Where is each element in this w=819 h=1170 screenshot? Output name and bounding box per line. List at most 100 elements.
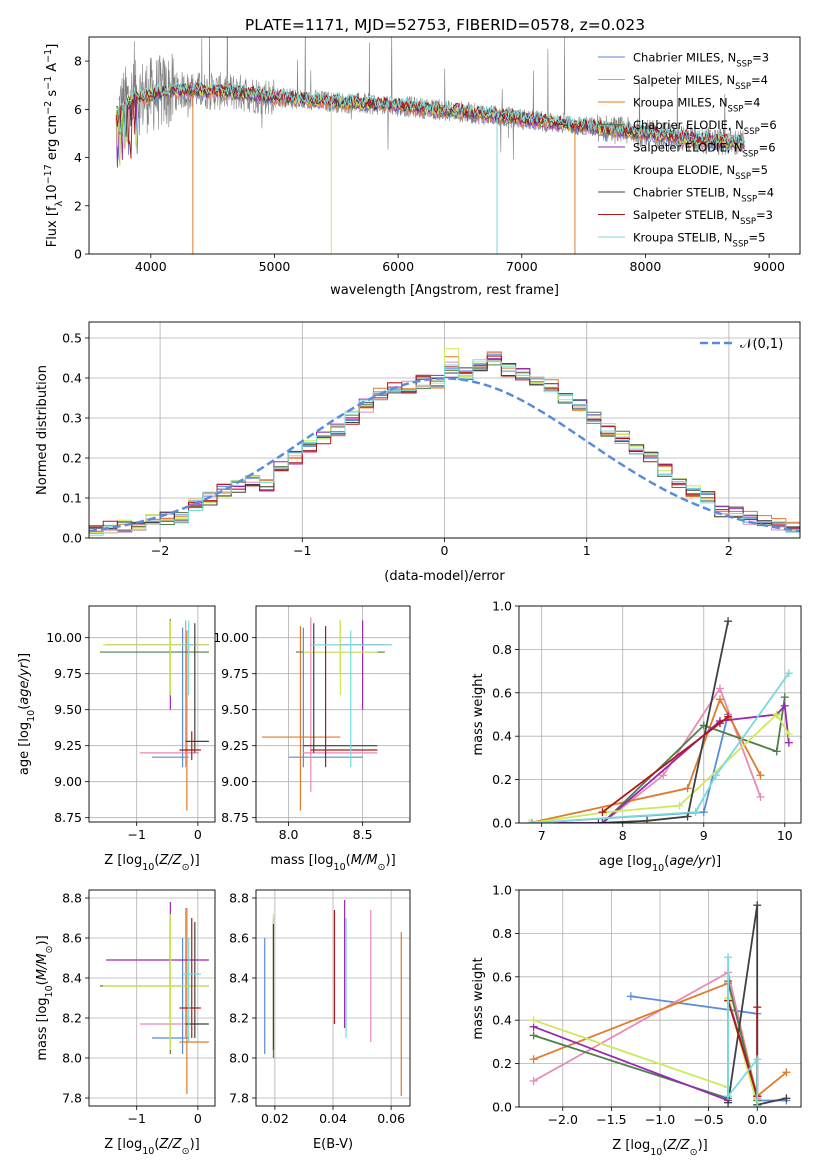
plus-marker: [527, 819, 536, 823]
label-part: λ: [54, 200, 65, 206]
axes-frame: [255, 605, 411, 823]
x-tick-label: 0.02: [261, 1111, 289, 1126]
y-tick-label: 6: [74, 102, 82, 117]
y-tick-label: 9.00: [54, 774, 82, 789]
legend-entry-tail: =4: [751, 73, 768, 87]
x-tick-label: 7000: [506, 259, 538, 274]
label-part: (: [35, 980, 50, 985]
plus-marker: [675, 801, 684, 810]
plus-marker: [780, 693, 789, 702]
label-part: (: [17, 705, 32, 710]
panel-weight_vs_age: 7 8 9 10 0.0 0.2 0.4 0.6 0.8 1.0 mass weight age [l…: [471, 599, 802, 874]
x-tick-label: 0: [441, 543, 449, 558]
label-part: 10: [45, 184, 60, 201]
y-tick-label: 9.50: [54, 702, 82, 717]
label-part: mass [log: [35, 997, 50, 1060]
y-tick-label: 0.3: [62, 411, 82, 426]
y-tick-label: 8.8: [229, 891, 249, 906]
normal-curve: [89, 377, 800, 533]
plot-area: [525, 617, 793, 823]
plus-marker: [772, 747, 781, 756]
label-part: (: [154, 1137, 159, 1152]
plus-marker: [724, 1092, 733, 1101]
label-part: )]: [190, 853, 200, 868]
legend-entry-tail: =5: [751, 163, 768, 177]
label-part: )]: [35, 935, 50, 945]
y-tick-label: 8.8: [62, 891, 82, 906]
legend-entry-sub: SSP: [733, 240, 749, 250]
plus-marker: [724, 617, 733, 626]
y-tick-label: 4: [74, 150, 82, 165]
plus-marker: [724, 712, 733, 721]
plus-marker: [699, 808, 708, 817]
label-part: )]: [17, 653, 32, 663]
label-part: M/M: [351, 853, 378, 868]
label-part: M/M: [35, 953, 50, 980]
plus-marker: [598, 808, 607, 817]
legend-entry-main: Chabrier MILES, N: [633, 51, 736, 65]
x-tick-label: 0: [194, 827, 202, 842]
label-part: −17: [43, 164, 54, 184]
legend-entry-tail: =6: [760, 118, 777, 132]
y-tick-label: 1.0: [492, 599, 512, 614]
label-part: age [log: [599, 854, 652, 869]
plot-area: [261, 617, 393, 811]
x-axis-label: (data-model)/error: [384, 569, 505, 584]
label-part: ]: [45, 44, 60, 49]
gridlines: [89, 890, 215, 1106]
plus-marker: [643, 816, 652, 823]
label-part: Z/Z: [158, 1137, 182, 1152]
plot-area: [100, 902, 209, 1094]
plus-marker: [782, 1094, 791, 1103]
plus-marker: [529, 1016, 538, 1025]
plus-marker: [529, 1055, 538, 1064]
y-tick-label: 8.0: [62, 1051, 82, 1066]
y-tick-label: 8.4: [229, 971, 249, 986]
plot-area: [100, 618, 209, 811]
weight-line-3: [529, 697, 762, 823]
x-axis-label: E(B-V): [313, 1137, 353, 1152]
x-tick-label: 6000: [382, 259, 414, 274]
y-axis-label: Flux [fλ10−17 erg cm−2 s−1 A−1]: [43, 44, 65, 248]
plot-area: [115, 37, 745, 254]
legend-entry: Chabrier ELODIE, NSSP=6: [633, 118, 777, 137]
model-spectrum-9: [115, 80, 745, 147]
x-tick-label: −1: [293, 543, 311, 558]
y-tick-label: 0.2: [62, 451, 82, 466]
panel-age_vs_mass: 8.0 8.5 8.75 9.00 9.25 9.50 9.75 10.00 mass [log…: [213, 605, 411, 873]
plus-marker: [784, 738, 793, 747]
plus-marker: [753, 1055, 762, 1064]
legend-entry-sub: SSP: [743, 150, 759, 160]
legend-entry-sub: SSP: [744, 127, 760, 137]
y-tick-label: 8.75: [54, 810, 82, 825]
plus-marker: [780, 701, 789, 710]
y-tick-label: 0: [74, 247, 82, 262]
y-axis-label: mass [log10(M/M⊙)]: [35, 935, 55, 1060]
panel-mass_vs_Z: −1 07.88.08.28.48.68.8Z [log10(Z/Z⊙)]mass…: [35, 889, 216, 1157]
label-part: −1: [43, 49, 54, 63]
y-tick-label: 8.2: [62, 1011, 82, 1026]
plus-marker: [756, 792, 765, 801]
legend-entry-main: Salpeter STELIB, N: [633, 208, 740, 222]
y-tick-label: 8.4: [62, 971, 82, 986]
x-tick-label: −1: [127, 1111, 145, 1126]
y-tick-label: 0.4: [492, 729, 512, 744]
plus-marker: [598, 819, 607, 823]
y-tick-label: 0.8: [492, 642, 512, 657]
y-tick-label: 0.0: [492, 816, 512, 831]
x-tick-label: 0.0: [747, 1112, 767, 1127]
label-part: Z [log: [104, 1137, 142, 1152]
plus-marker: [753, 901, 762, 910]
x-tick-label: −2: [151, 543, 169, 558]
x-tick-label: 8: [619, 828, 627, 843]
y-tick-label: 0.0: [62, 531, 82, 546]
y-axis-label: mass weight: [471, 673, 486, 755]
weight-line-5: [532, 703, 790, 823]
label-part: Flux [f: [45, 206, 60, 247]
y-tick-label: 10.00: [46, 630, 82, 645]
label-part: (: [346, 853, 351, 868]
plus-marker: [711, 771, 720, 780]
legend-entry-main: Kroupa ELODIE, N: [633, 163, 735, 177]
